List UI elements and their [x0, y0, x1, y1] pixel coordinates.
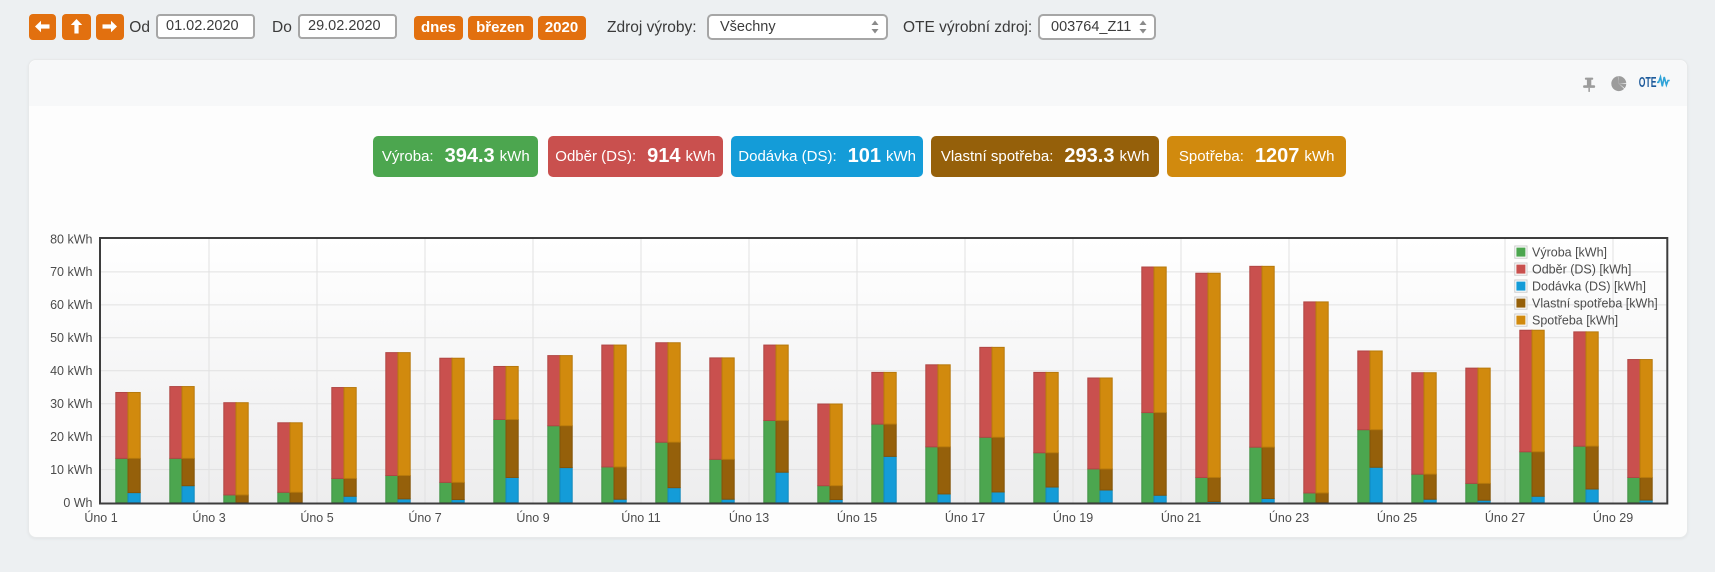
svg-text:Úno 15: Úno 15	[837, 510, 877, 525]
svg-text:Úno 17: Úno 17	[945, 510, 985, 525]
svg-text:10 kWh: 10 kWh	[50, 463, 92, 477]
svg-text:60 kWh: 60 kWh	[50, 298, 92, 312]
svg-text:Úno 3: Úno 3	[192, 510, 225, 525]
svg-text:70 kWh: 70 kWh	[50, 265, 92, 279]
svg-text:20 kWh: 20 kWh	[50, 430, 92, 444]
svg-text:Úno 29: Úno 29	[1593, 510, 1633, 525]
svg-text:Úno 21: Úno 21	[1161, 510, 1201, 525]
svg-text:Úno 27: Úno 27	[1485, 510, 1525, 525]
svg-text:40 kWh: 40 kWh	[50, 364, 92, 378]
svg-text:Odběr (DS) [kWh]: Odběr (DS) [kWh]	[1532, 263, 1631, 277]
svg-text:Dodávka (DS) [kWh]: Dodávka (DS) [kWh]	[1532, 280, 1646, 294]
svg-text:Úno 25: Úno 25	[1377, 510, 1417, 525]
svg-text:30 kWh: 30 kWh	[50, 397, 92, 411]
svg-text:Vlastní spotřeba [kWh]: Vlastní spotřeba [kWh]	[1532, 297, 1658, 311]
svg-text:0 Wh: 0 Wh	[63, 496, 92, 510]
svg-text:Výroba [kWh]: Výroba [kWh]	[1532, 246, 1607, 260]
svg-text:Úno 7: Úno 7	[408, 510, 441, 525]
svg-text:Úno 9: Úno 9	[516, 510, 549, 525]
svg-text:Úno 11: Úno 11	[621, 510, 660, 525]
svg-text:Spotřeba [kWh]: Spotřeba [kWh]	[1532, 314, 1618, 328]
svg-text:80 kWh: 80 kWh	[50, 232, 92, 246]
svg-text:Úno 1: Úno 1	[84, 510, 117, 525]
svg-text:Úno 23: Úno 23	[1269, 510, 1309, 525]
svg-text:Úno 13: Úno 13	[729, 510, 769, 525]
svg-text:Úno 19: Úno 19	[1053, 510, 1093, 525]
svg-text:50 kWh: 50 kWh	[50, 331, 92, 345]
svg-text:Úno 5: Úno 5	[300, 510, 333, 525]
svg-text:OTE: OTE	[1639, 75, 1657, 91]
